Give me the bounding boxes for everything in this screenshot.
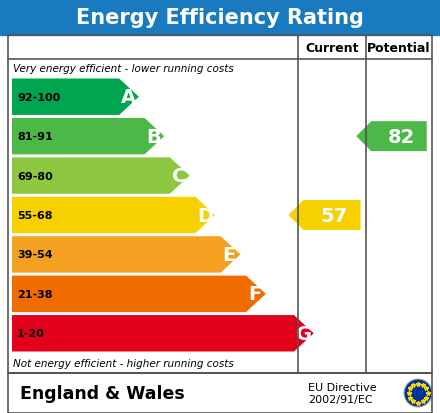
Polygon shape bbox=[12, 79, 139, 116]
Text: Not energy efficient - higher running costs: Not energy efficient - higher running co… bbox=[13, 358, 234, 368]
Text: EU Directive: EU Directive bbox=[308, 382, 377, 392]
Text: A: A bbox=[121, 88, 136, 107]
Polygon shape bbox=[12, 315, 314, 351]
Text: Potential: Potential bbox=[367, 41, 431, 55]
Text: E: E bbox=[223, 245, 236, 264]
Text: 55-68: 55-68 bbox=[17, 211, 52, 221]
Polygon shape bbox=[356, 122, 427, 152]
Text: 82: 82 bbox=[387, 127, 414, 146]
Text: C: C bbox=[172, 167, 186, 185]
Text: 39-54: 39-54 bbox=[17, 250, 53, 260]
Text: 21-38: 21-38 bbox=[17, 289, 52, 299]
Text: G: G bbox=[296, 324, 312, 343]
Text: D: D bbox=[197, 206, 213, 225]
Bar bbox=[8, 373, 432, 413]
Text: 57: 57 bbox=[320, 206, 348, 225]
Text: Very energy efficient - lower running costs: Very energy efficient - lower running co… bbox=[13, 64, 234, 74]
Text: B: B bbox=[147, 127, 161, 146]
Text: England & Wales: England & Wales bbox=[20, 384, 185, 402]
Text: Energy Efficiency Rating: Energy Efficiency Rating bbox=[76, 8, 364, 28]
Text: F: F bbox=[248, 285, 261, 304]
Text: Current: Current bbox=[305, 41, 359, 55]
Polygon shape bbox=[12, 119, 164, 155]
Polygon shape bbox=[12, 237, 240, 273]
Circle shape bbox=[404, 379, 432, 407]
Polygon shape bbox=[12, 276, 266, 312]
Bar bbox=[0, 0, 440, 36]
Polygon shape bbox=[12, 197, 215, 234]
Polygon shape bbox=[12, 158, 190, 194]
Polygon shape bbox=[289, 201, 360, 230]
Text: 1-20: 1-20 bbox=[17, 328, 45, 339]
Text: 69-80: 69-80 bbox=[17, 171, 53, 181]
Text: 92-100: 92-100 bbox=[17, 93, 60, 102]
Text: 81-91: 81-91 bbox=[17, 132, 53, 142]
Text: 2002/91/EC: 2002/91/EC bbox=[308, 394, 373, 404]
